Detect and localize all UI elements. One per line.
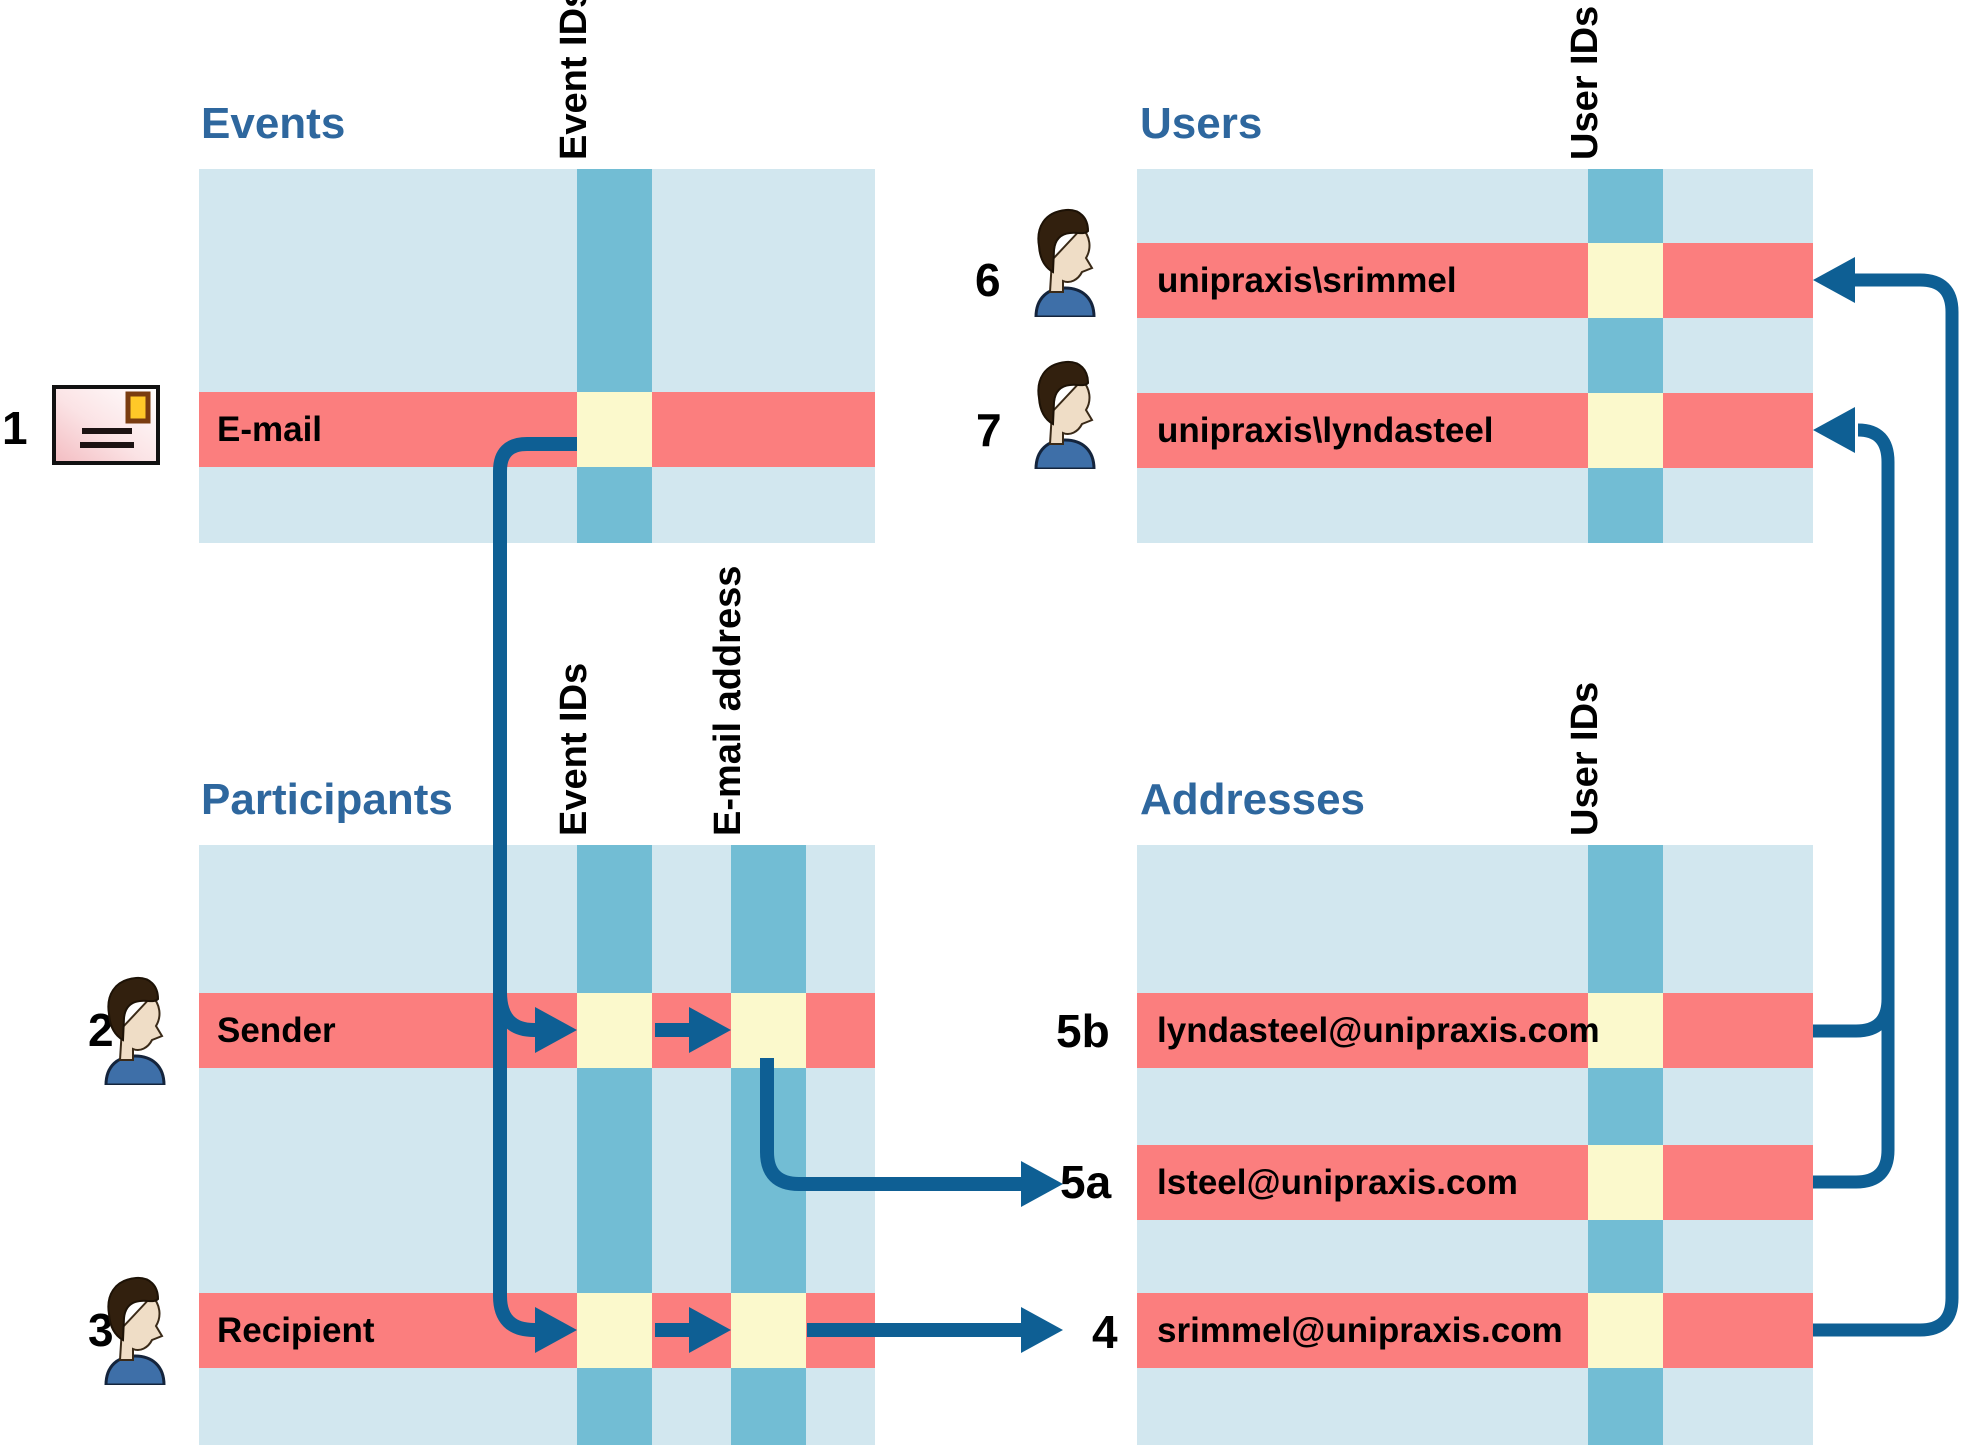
users-table: unipraxis\srimmel unipraxis\lyndasteel [1137,169,1813,543]
step-number-5a: 5a [1060,1156,1112,1208]
arrowhead-to-5a [1021,1161,1063,1207]
recipient-email-address-cell [731,1293,806,1368]
arrow-5a-to-user7-line [1813,423,1895,1189]
addresses-table-title: Addresses [1140,775,1366,824]
step-number-6: 6 [975,254,1001,306]
arrowhead-into-sender-event-id [535,1007,577,1053]
recipient-event-id-cell [577,1293,652,1368]
arrow-email-to-sender-branch [493,991,542,1037]
arrow-4-to-user6-line [1813,273,1959,1337]
person-icon [104,1276,166,1385]
email-event-id-cell [577,392,652,467]
step-number-4: 4 [1092,1306,1118,1358]
arrowhead-into-recipient-email-address [689,1307,731,1353]
email-row-label: E-mail [217,410,323,449]
step-number-7: 7 [976,404,1002,456]
lyndasteel-record-row [1137,393,1813,468]
srimmel-row-label: unipraxis\srimmel [1157,261,1457,300]
users-table-title: Users [1140,99,1263,148]
srimmel-user-id-cell [1588,243,1663,318]
lsteel-address-row-label: lsteel@unipraxis.com [1157,1163,1518,1202]
person-icon [1034,360,1096,469]
arrow-sender-emailaddress-to-5a [760,1058,1026,1191]
step-number-5b: 5b [1056,1005,1110,1057]
events-table-title: Events [201,99,346,148]
arrow-email-to-recipient-line [493,437,577,1337]
srimmel-address-row-label: srimmel@unipraxis.com [1157,1311,1563,1350]
arrowhead-into-sender-email-address [689,1007,731,1053]
arrowhead-into-user7 [1813,407,1855,453]
lyndasteel-address-row-label: lyndasteel@unipraxis.com [1157,1011,1600,1050]
lyndasteel-address-user-id-cell [1588,993,1663,1068]
email-record-row [199,392,875,467]
arrowhead-to-4 [1021,1307,1063,1353]
srimmel-address-record-row [1137,1293,1813,1368]
lyndasteel-address-record-row [1137,993,1813,1068]
arrowhead-into-user6 [1813,257,1855,303]
lyndasteel-row-label: unipraxis\lyndasteel [1157,411,1494,450]
arrow-5b-join-line [1813,992,1895,1038]
recipient-row-label: Recipient [217,1311,375,1350]
srimmel-address-user-id-cell [1588,1293,1663,1368]
sender-email-address-cell [731,993,806,1068]
sender-row-label: Sender [217,1011,336,1050]
events-table: E-mail [199,169,875,543]
srimmel-record-row [1137,243,1813,318]
event-ids-column-band [577,169,652,543]
addresses-table: lyndasteel@unipraxis.com lsteel@unipraxi… [1137,845,1813,1445]
participants-table-title: Participants [201,775,453,824]
step-number-1: 1 [2,402,28,454]
lyndasteel-user-id-cell [1588,393,1663,468]
lsteel-address-record-row [1137,1145,1813,1220]
envelope-icon [52,385,160,465]
arrowhead-into-recipient-event-id [535,1307,577,1353]
person-icon [1034,208,1096,317]
lsteel-address-user-id-cell [1588,1145,1663,1220]
user-ids-column-band [1588,169,1663,543]
sender-event-id-cell [577,993,652,1068]
person-icon [104,976,166,1085]
